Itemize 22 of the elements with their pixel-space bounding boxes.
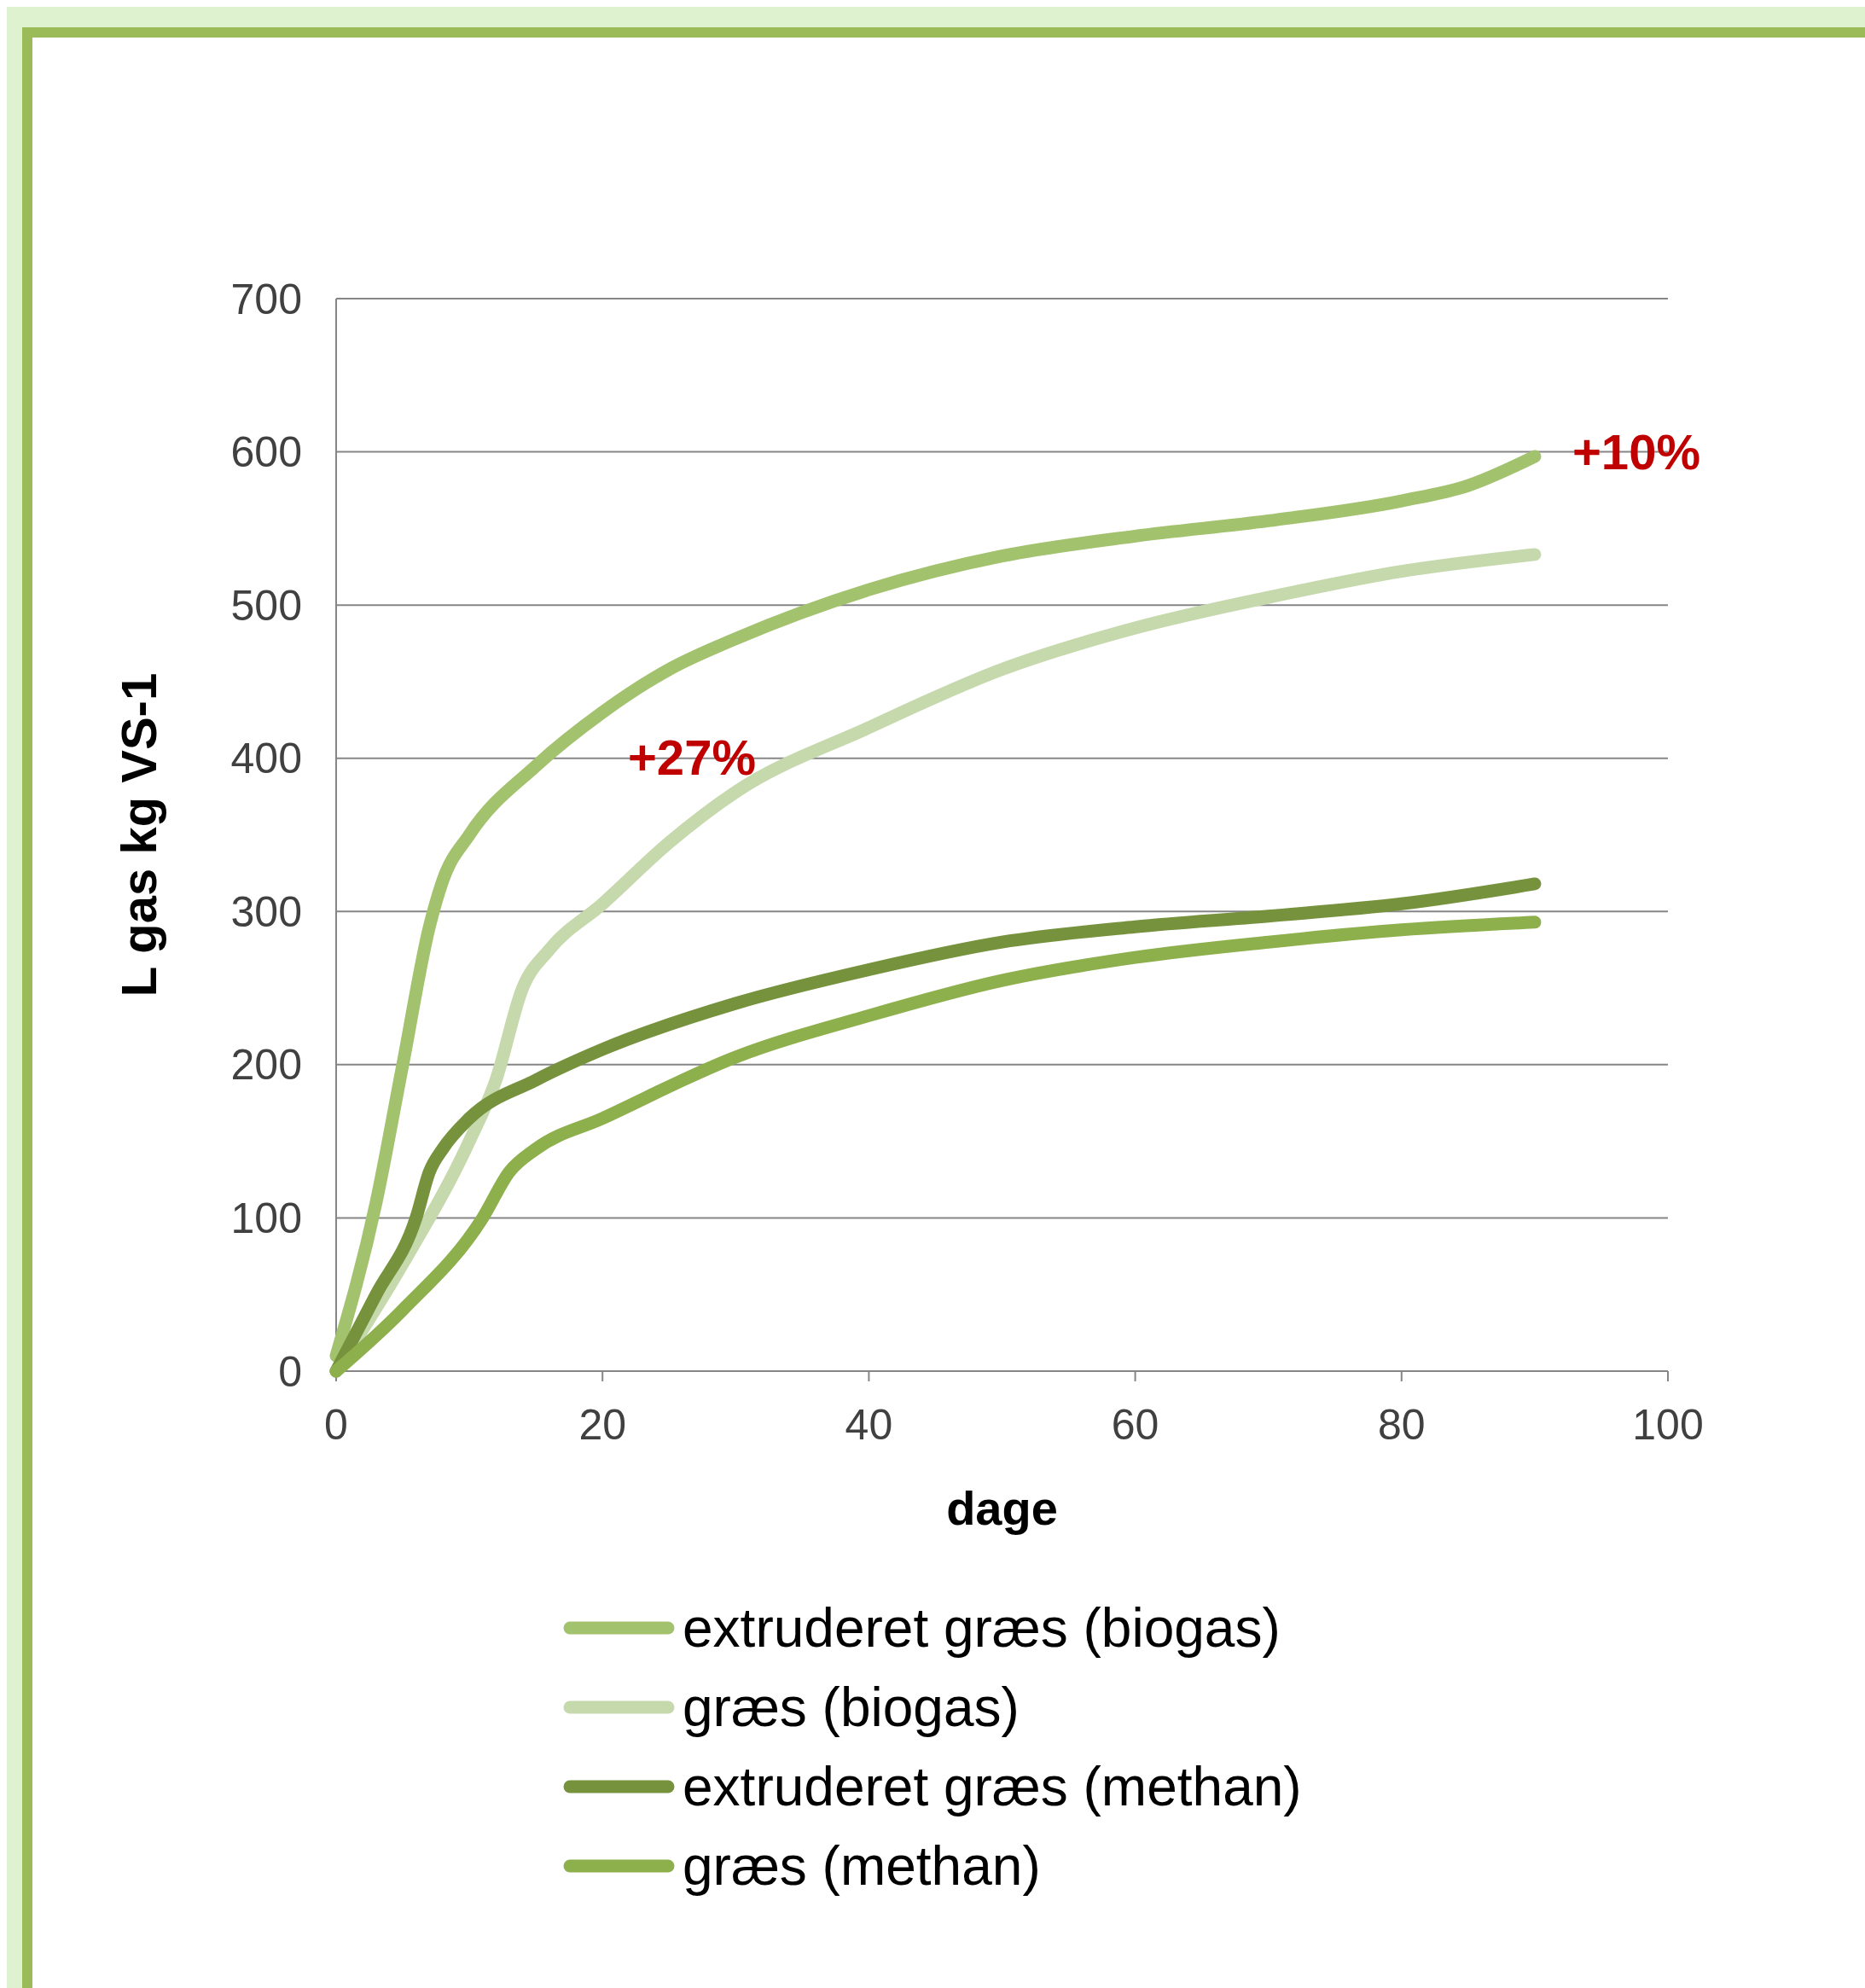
annotation: +10%	[1572, 424, 1700, 480]
legend-label: græs (biogas)	[683, 1677, 1020, 1739]
y-tick-label: 400	[230, 735, 302, 783]
x-tick-label: 40	[845, 1401, 893, 1449]
legend-label: extruderet græs (methan)	[683, 1756, 1302, 1818]
x-tick-label: 80	[1377, 1401, 1426, 1449]
legend-label: græs (methan)	[683, 1835, 1041, 1898]
y-tick-label: 700	[230, 275, 302, 323]
y-tick-label: 200	[230, 1041, 302, 1090]
legend-label: extruderet græs (biogas)	[683, 1597, 1281, 1660]
x-tick-label: 60	[1111, 1401, 1159, 1449]
y-tick-label: 0	[278, 1347, 302, 1396]
x-axis-title: dage	[946, 1481, 1058, 1535]
x-tick-label: 100	[1632, 1401, 1704, 1449]
x-tick-label: 0	[324, 1401, 348, 1449]
y-tick-label: 300	[230, 887, 302, 936]
y-tick-label: 600	[230, 428, 302, 477]
annotation: +27%	[628, 730, 756, 786]
y-tick-label: 100	[230, 1194, 302, 1242]
x-tick-label: 20	[578, 1401, 627, 1449]
y-axis-title: L gas kg VS-1	[111, 672, 166, 997]
y-tick-label: 500	[230, 581, 302, 630]
